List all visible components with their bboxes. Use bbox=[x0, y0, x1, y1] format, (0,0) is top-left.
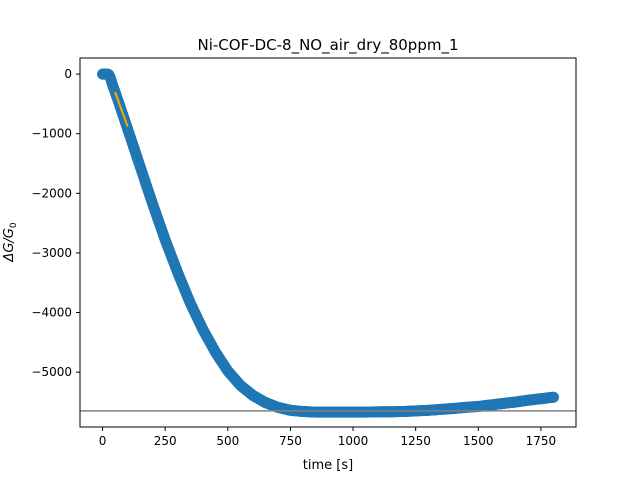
plot-inner bbox=[80, 68, 576, 418]
x-tick-label: 1250 bbox=[400, 434, 431, 448]
x-tick-label: 500 bbox=[216, 434, 239, 448]
data-point bbox=[547, 391, 559, 403]
axes-frame bbox=[79, 57, 577, 428]
x-tick-label: 1000 bbox=[338, 434, 369, 448]
x-axis-label: time [s] bbox=[303, 458, 353, 473]
x-tick-label: 750 bbox=[279, 434, 302, 448]
x-tick-label: 1750 bbox=[526, 434, 557, 448]
plot-area bbox=[80, 68, 576, 418]
series-line-fit bbox=[114, 91, 129, 127]
y-tick-label: 0 bbox=[64, 67, 72, 81]
y-tick-label: −5000 bbox=[31, 365, 72, 379]
axes: 0 250 500 750 1000 1250 1500 1750 0 −1000 −2000 −30… bbox=[31, 57, 577, 448]
y-tick-label: −4000 bbox=[31, 306, 72, 320]
y-tick-label: −3000 bbox=[31, 246, 72, 260]
chart-title: Ni-COF-DC-8_NO_air_dry_80ppm_1 bbox=[197, 36, 458, 55]
y-tick-label: −2000 bbox=[31, 186, 72, 200]
x-tick-label: 1500 bbox=[463, 434, 494, 448]
x-tick-label: 250 bbox=[154, 434, 177, 448]
y-axis-label: ΔG/G0 bbox=[2, 222, 19, 262]
y-tick-label: −1000 bbox=[31, 127, 72, 141]
x-tick-label: 0 bbox=[99, 434, 107, 448]
